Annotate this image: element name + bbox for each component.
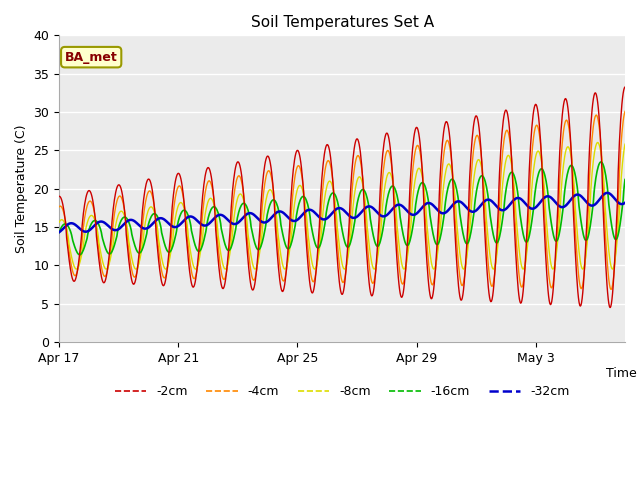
X-axis label: Time: Time [605,367,636,381]
Legend: -2cm, -4cm, -8cm, -16cm, -32cm: -2cm, -4cm, -8cm, -16cm, -32cm [110,380,574,403]
Title: Soil Temperatures Set A: Soil Temperatures Set A [250,15,434,30]
Y-axis label: Soil Temperature (C): Soil Temperature (C) [15,124,28,253]
Text: BA_met: BA_met [65,51,118,64]
